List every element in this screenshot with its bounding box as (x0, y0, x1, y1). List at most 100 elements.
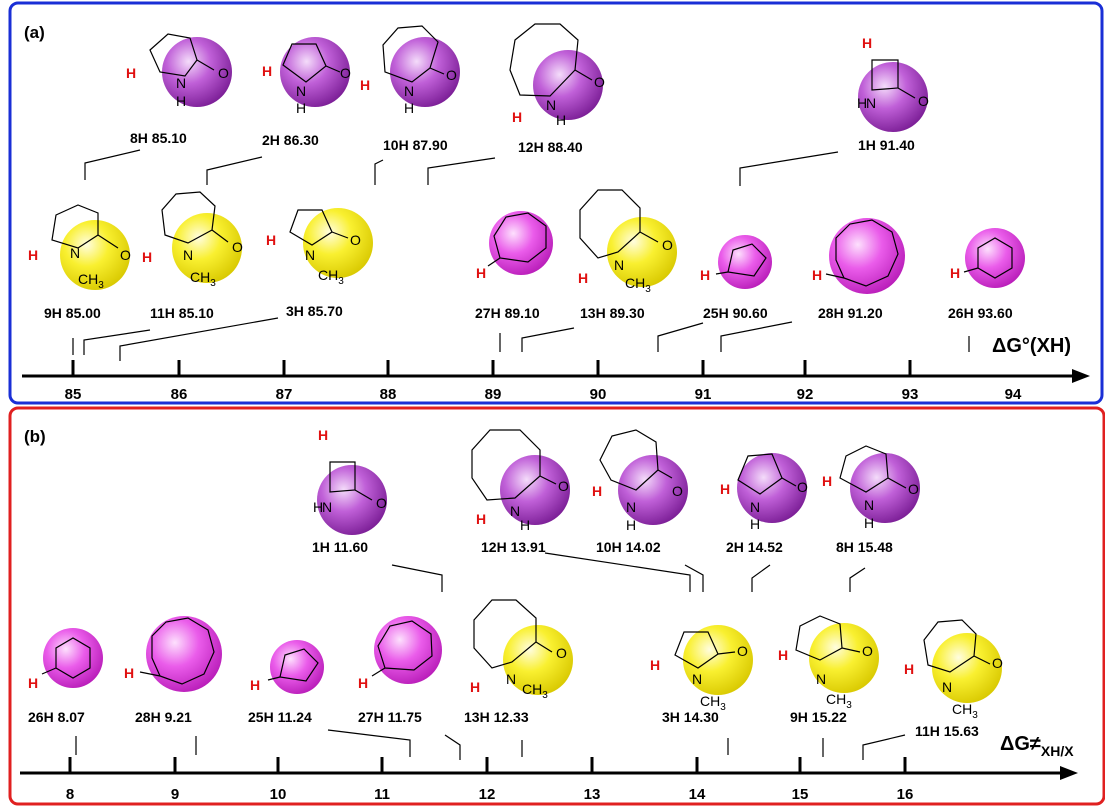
panel-a-frame (8, 1, 1104, 405)
atom-ch3: CH3 (625, 275, 651, 295)
label-12H-a: 12H 88.40 (518, 139, 583, 155)
axis-a-tick-label: 88 (380, 386, 397, 403)
atom-n: N (305, 247, 315, 263)
atom-o: O (908, 481, 919, 497)
axis-b-ticks (68, 757, 907, 773)
label-28H-a: 28H 91.20 (818, 305, 883, 321)
atom-o: O (120, 247, 131, 263)
axis-a-tick-label: 87 (276, 386, 293, 403)
molecule-28H-a: H (812, 218, 905, 294)
axis-b-tick-label: 14 (689, 786, 706, 803)
label-8H-b: 8H 15.48 (836, 539, 893, 555)
atom-n: N (70, 245, 80, 261)
red-h-label: H (812, 267, 822, 283)
label-9H-b: 9H 15.22 (790, 709, 847, 725)
atom-ch3: CH3 (700, 693, 726, 713)
atom-h: H (520, 517, 530, 533)
red-h-label: H (700, 267, 710, 283)
atom-o: O (918, 93, 929, 109)
molecule-9H-a: H N CH3 O (28, 204, 131, 291)
atom-h: H (296, 100, 306, 116)
atom-o: O (672, 483, 683, 499)
atom-n: N (510, 503, 520, 519)
label-27H-b: 27H 11.75 (358, 709, 422, 725)
red-h-label: H (778, 647, 788, 663)
axis-a-tick-label: 86 (171, 386, 188, 403)
molecule-27H-a: H (476, 211, 553, 281)
atom-h: H (626, 517, 636, 533)
axis-b-title: ΔG≠XH/X (1000, 733, 1074, 759)
atom-o: O (797, 479, 808, 495)
molecule-11H-b: H N CH3 O (904, 619, 1003, 721)
atom-o: O (558, 478, 569, 494)
molecule-12H-b: H N H O (471, 429, 570, 533)
atom-ch3: CH3 (826, 691, 852, 711)
red-h-label: H (124, 665, 134, 681)
atom-h: H (313, 499, 323, 515)
axis-b-tick-label: 16 (897, 786, 914, 803)
atom-n: N (546, 97, 556, 113)
molecule-2H-a: H N H O (262, 37, 351, 116)
atom-o: O (446, 67, 457, 83)
atom-n: N (864, 497, 874, 513)
red-h-label: H (862, 35, 872, 51)
label-12H-b: 12H 13.91 (481, 539, 546, 555)
atom-ch3: CH3 (522, 681, 548, 701)
red-h-label: H (578, 270, 588, 286)
axis-b-tick-label: 10 (270, 786, 287, 803)
panel-b-frame (8, 406, 1105, 806)
axis-b-tick-label: 8 (66, 786, 74, 803)
red-h-label: H (470, 679, 480, 695)
atom-h: H (857, 95, 867, 111)
molecule-25H-b: H (250, 640, 324, 694)
label-3H-b: 3H 14.30 (662, 709, 719, 725)
red-h-label: H (476, 511, 486, 527)
axis-b-tick-label: 12 (479, 786, 496, 803)
label-25H-b: 25H 11.24 (248, 709, 312, 725)
atom-n: N (816, 671, 826, 687)
label-1H-a: 1H 91.40 (858, 137, 915, 153)
label-2H-a: 2H 86.30 (262, 132, 319, 148)
red-h-label: H (262, 63, 272, 79)
atom-h: H (864, 515, 874, 531)
label-28H-b: 28H 9.21 (135, 709, 192, 725)
panel-b-label: (b) (24, 427, 46, 446)
molecule-26H-a: H (950, 228, 1025, 288)
atom-n: N (183, 247, 193, 263)
molecule-10H-b: H N H O (592, 429, 688, 533)
red-h-label: H (28, 247, 38, 263)
atom-o: O (862, 643, 873, 659)
molecule-3H-b: H N CH3 O (650, 625, 753, 713)
atom-o: O (232, 239, 243, 255)
label-27H-a: 27H 89.10 (475, 305, 540, 321)
atom-ch3: CH3 (318, 267, 344, 287)
label-11H-a: 11H 85.10 (150, 305, 214, 321)
axis-a-tick-label: 85 (65, 386, 82, 403)
axis-a-tick-label: 92 (797, 386, 814, 403)
label-11H-b: 11H 15.63 (915, 723, 979, 739)
axis-a-ticks (71, 360, 912, 376)
atom-ch3: CH3 (78, 271, 104, 291)
atom-n: N (866, 95, 876, 111)
red-h-label: H (126, 65, 136, 81)
label-10H-a: 10H 87.90 (383, 137, 448, 153)
molecule-13H-a: H N CH3 O (578, 189, 677, 295)
axis-b-tick-label: 15 (792, 786, 809, 803)
red-h-label: H (28, 675, 38, 691)
atom-n: N (614, 257, 624, 273)
molecule-2H-b: H N H O (720, 453, 808, 532)
axis-a-title: ΔG°(XH) (992, 335, 1071, 357)
atom-o: O (556, 645, 567, 661)
axis-a-tick-label: 91 (695, 386, 712, 403)
atom-n: N (506, 671, 516, 687)
atom-n: N (322, 499, 332, 515)
atom-ch3: CH3 (190, 269, 216, 289)
molecule-26H-b: H (28, 628, 103, 691)
red-h-label: H (822, 473, 832, 489)
leader-lines-a (72, 149, 970, 361)
red-h-label: H (476, 265, 486, 281)
atom-o: O (350, 232, 361, 248)
label-26H-b: 26H 8.07 (28, 709, 85, 725)
atom-o: O (662, 237, 673, 253)
